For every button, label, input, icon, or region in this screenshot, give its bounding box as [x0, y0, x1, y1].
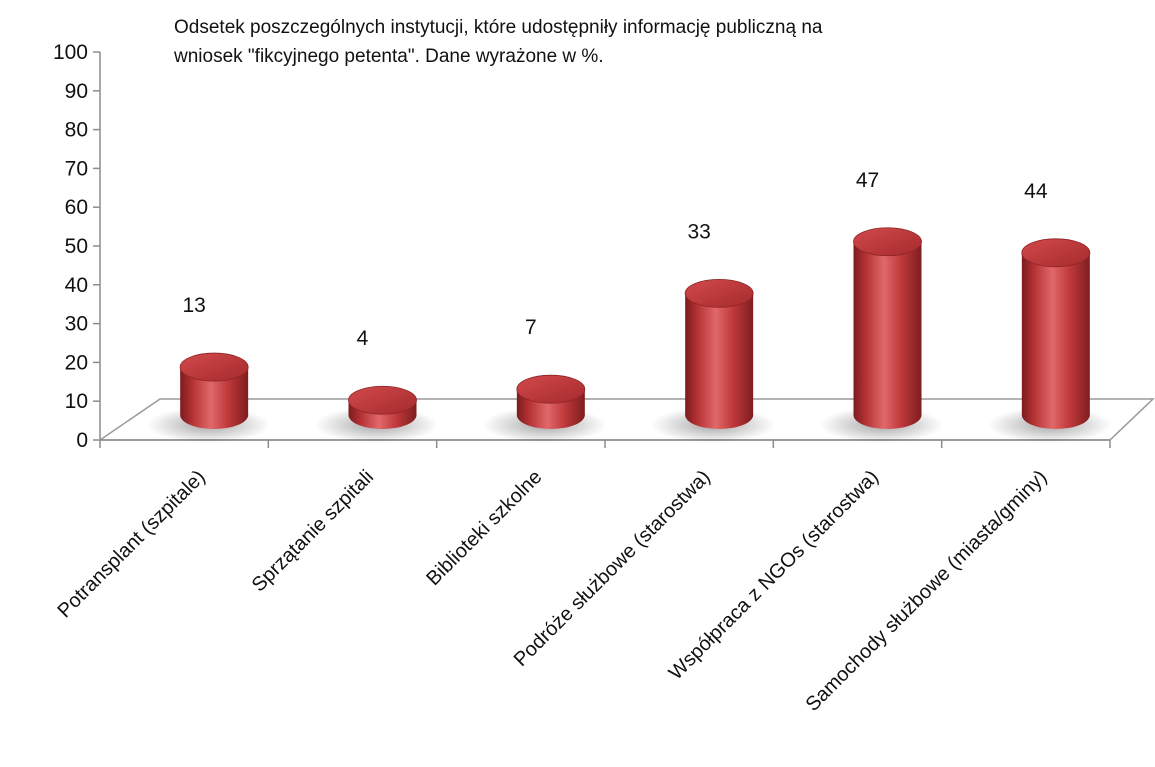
data-label: 44 — [1024, 180, 1048, 203]
category-label: Biblioteki szkolne — [422, 466, 546, 590]
y-tick-label: 40 — [65, 274, 88, 297]
y-tick-label: 70 — [65, 157, 88, 180]
bar-body — [853, 241, 922, 430]
y-axis-ticks: 0 10 20 30 40 50 60 70 80 90 100 — [53, 41, 100, 452]
chart-title-line-1: Odsetek poszczególnych instytucji, które… — [174, 17, 823, 38]
bar — [651, 278, 776, 443]
y-tick-label: 30 — [65, 313, 88, 336]
bar — [314, 385, 439, 443]
y-tick-label: 100 — [53, 41, 88, 64]
data-label: 7 — [525, 316, 537, 339]
bar — [482, 374, 607, 443]
category-label: Sprzątanie szpitali — [248, 466, 378, 596]
y-tick-label: 0 — [76, 429, 88, 452]
y-tick-label: 60 — [65, 196, 88, 219]
y-axis: 0 10 20 30 40 50 60 70 80 90 100 — [53, 41, 101, 452]
bar — [146, 352, 271, 443]
bar-top — [516, 374, 586, 404]
category-labels: Potransplant (szpitale) Sprzątanie szpita… — [53, 466, 1051, 716]
y-tick-label: 10 — [65, 390, 88, 413]
data-label: 47 — [856, 169, 879, 192]
y-tick-label: 90 — [65, 80, 88, 103]
category-label: Potransplant (szpitale) — [53, 466, 209, 622]
chart-title: Odsetek poszczególnych instytucji, które… — [173, 17, 823, 67]
chart-title-line-2: wniosek "fikcyjnego petenta". Dane wyraż… — [173, 46, 604, 67]
y-tick-label: 80 — [65, 119, 88, 142]
bar-body — [1021, 252, 1090, 430]
bar-top — [853, 227, 922, 257]
y-tick-label: 50 — [65, 235, 88, 258]
data-label: 4 — [357, 327, 369, 350]
bar-series — [146, 227, 1112, 443]
chart-floor — [97, 398, 1155, 448]
x-axis-ticks — [99, 440, 1111, 448]
data-label: 33 — [687, 220, 710, 243]
bar-body — [180, 367, 249, 430]
data-label: 13 — [182, 294, 205, 317]
bar-top — [348, 385, 417, 415]
bar-top — [1021, 238, 1091, 268]
bar-top — [179, 352, 249, 382]
bar — [987, 238, 1112, 443]
bar-body — [685, 293, 754, 430]
category-label: Podróże służbowe (starostwa) — [510, 466, 715, 671]
bar — [819, 227, 944, 443]
bar-top — [684, 278, 754, 308]
y-tick-label: 20 — [65, 351, 88, 374]
